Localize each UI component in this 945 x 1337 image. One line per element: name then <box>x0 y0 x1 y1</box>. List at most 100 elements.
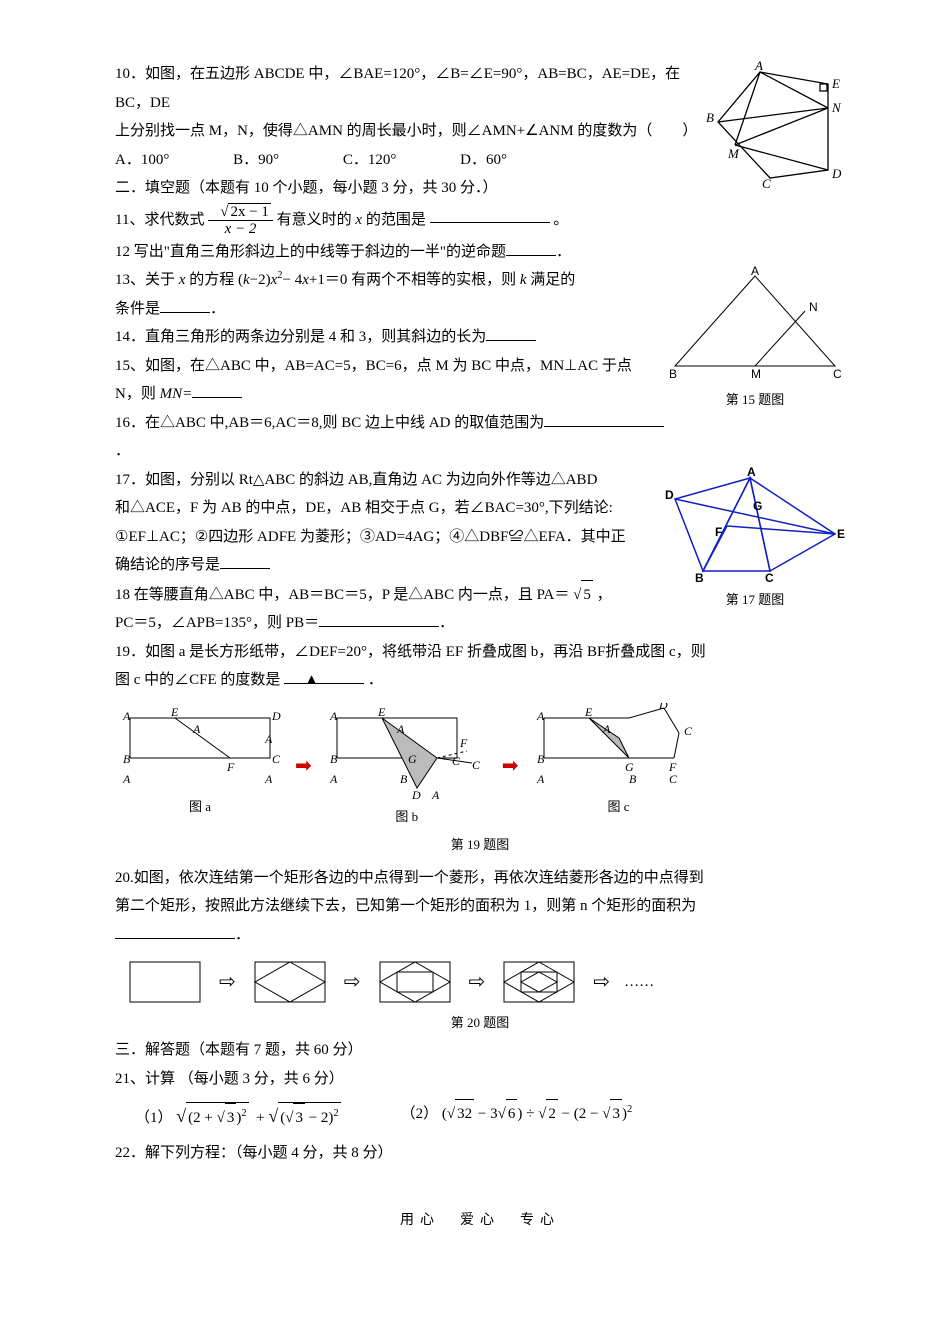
q19-l2a: 图 c 中的∠CFE 的度数是 <box>115 672 280 688</box>
svg-text:E: E <box>584 705 593 719</box>
q17-l4: 确结论的序号是 <box>115 551 665 580</box>
q20-blank <box>115 923 235 939</box>
q18-l2b: ． <box>439 615 454 631</box>
svg-text:A: A <box>264 732 273 746</box>
q10-line1: 10．如图，在五边形 ABCDE 中，∠BAE=120°，∠B=∠E=90°，A… <box>115 60 700 117</box>
svg-text:B: B <box>629 772 637 786</box>
svg-text:D: D <box>411 788 421 802</box>
svg-text:C: C <box>833 367 842 381</box>
q12-text: 12 写出"直角三角形斜边上的中线等于斜边的一半"的逆命题 <box>115 244 506 260</box>
q13-e: +1＝0 有两个不相等的实根，则 <box>309 272 520 288</box>
q14-text: 14．直角三角形的两条边分别是 4 和 3，则其斜边的长为 <box>115 329 486 345</box>
q17-l1: 17．如图，分别以 Rt△ABC 的斜边 AB,直角边 AC 为边向外作等边△A… <box>115 466 665 495</box>
fig17-svg: A D B C E F G <box>665 466 845 586</box>
q20-l2: 第二个矩形，按照此方法继续下去，已知第一个矩形的面积为 1，则第 n 个矩形的面… <box>115 892 845 921</box>
svg-text:B: B <box>400 772 408 786</box>
q19-figures: AED BFC AA AA 图 a ➡ AE BA FC GC DB AA <box>115 703 845 830</box>
svg-text:E: E <box>831 76 840 91</box>
svg-text:B: B <box>669 367 677 381</box>
svg-text:A: A <box>396 722 405 736</box>
q10-row: 10．如图，在五边形 ABCDE 中，∠BAE=120°，∠B=∠E=90°，A… <box>115 60 845 238</box>
q20-fig1 <box>125 957 205 1007</box>
q18-l1a: 18 在等腰直角△ABC 中，AB＝BC＝5，P 是△ABC 内一点，且 PA＝ <box>115 587 573 603</box>
q19-l1: 19．如图 a 是长方形纸带，∠DEF=20°，将纸带沿 EF 折叠成图 b，再… <box>115 638 845 667</box>
svg-text:C: C <box>762 176 771 190</box>
q13-blank <box>160 297 210 313</box>
svg-text:F: F <box>226 760 235 774</box>
q13-f: 满足的 <box>527 272 576 288</box>
q19c-svg: AE DC BA GF AC B <box>529 703 709 793</box>
q13: 13、关于 x 的方程 (k−2)x2− 4x+1＝0 有两个不相等的实根，则 … <box>115 266 665 295</box>
q11-numerator: 2x − 1 <box>228 203 270 221</box>
q19-fig-a: AED BFC AA AA 图 a <box>115 703 285 820</box>
svg-text:M: M <box>751 367 761 381</box>
q18-sqrt5: 5 <box>581 580 593 610</box>
q19a-svg: AED BFC AA AA <box>115 703 285 793</box>
q10-opt-c: C．120° <box>343 146 397 175</box>
q16-blank <box>544 411 664 427</box>
q11-suffix: 的范围是 <box>362 211 426 227</box>
q13-a: 13、关于 <box>115 272 179 288</box>
q21-p1-label: （1） <box>135 1110 173 1126</box>
svg-text:E: E <box>377 705 386 719</box>
q16-text: 16．在△ABC 中,AB＝6,AC＝8,则 BC 边上中线 AD 的取值范围为 <box>115 415 544 431</box>
svg-text:D: D <box>831 166 842 181</box>
q22: 22．解下列方程：（每小题 4 分，共 8 分） <box>115 1139 845 1168</box>
q19b-svg: AE BA FC GC DB AA <box>322 703 492 803</box>
fig10: A E N D C M B <box>700 60 845 190</box>
q12: 12 写出"直角三角形斜边上的中线等于斜边的一半"的逆命题． <box>115 238 845 267</box>
svg-text:G: G <box>408 752 417 766</box>
q14: 14．直角三角形的两条边分别是 4 和 3，则其斜边的长为 <box>115 323 665 352</box>
q19a-caption: 图 a <box>115 795 285 820</box>
q19-l2b: ． <box>368 672 383 688</box>
q18-blank <box>319 611 439 627</box>
q18-l2: PC＝5，∠APB=135°，则 PB＝． <box>115 609 665 638</box>
q20-blank-line: ． <box>115 921 845 950</box>
q21-p2: （2） (√32 − 3√6) ÷ √2 − (2 − √3)2 <box>401 1099 633 1133</box>
section2-heading: 二．填空题（本题有 10 个小题，每小题 3 分，共 30 分．） <box>115 174 700 203</box>
fig17-caption: 第 17 题图 <box>665 588 845 613</box>
page-footer: 用心 爱心 专心 <box>115 1208 845 1235</box>
q20-fig2 <box>250 957 330 1007</box>
svg-text:G: G <box>753 499 762 513</box>
svg-text:A: A <box>754 60 763 73</box>
q20-dots: …… <box>624 968 654 997</box>
svg-text:E: E <box>170 705 179 719</box>
svg-text:A: A <box>264 772 273 786</box>
q13-x1: x <box>302 272 309 288</box>
q19-l2: 图 c 中的∠CFE 的度数是 ▲ ． <box>115 666 845 695</box>
arrow-icon: ➡ <box>295 747 312 785</box>
section3-heading: 三．解答题（本题有 7 题，共 60 分） <box>115 1036 845 1065</box>
svg-text:A: A <box>747 466 756 479</box>
arrow-icon: ⇨ <box>219 963 236 1001</box>
q16: 16．在△ABC 中,AB＝6,AC＝8,则 BC 边上中线 AD 的取值范围为… <box>115 409 665 466</box>
q13-d: − 4 <box>283 272 303 288</box>
q18-l1b: ， <box>597 587 612 603</box>
svg-text:A: A <box>536 772 545 786</box>
arrow-icon: ⇨ <box>469 963 486 1001</box>
svg-text:M: M <box>727 146 740 161</box>
svg-text:A: A <box>122 772 131 786</box>
svg-text:E: E <box>837 527 845 541</box>
svg-text:A: A <box>602 722 611 736</box>
q21-head: 21、计算 （每小题 3 分，共 6 分） <box>115 1065 845 1094</box>
q13-c: −2) <box>250 272 271 288</box>
svg-text:F: F <box>715 525 722 539</box>
q10-opt-a: A．100° <box>115 146 169 175</box>
q19-triangle-mark: ▲ <box>304 666 319 695</box>
q17-18-text: 17．如图，分别以 Rt△ABC 的斜边 AB,直角边 AC 为边向外作等边△A… <box>115 466 665 638</box>
q13-b: 的方程 ( <box>185 272 243 288</box>
q10-opt-d: D．60° <box>460 146 507 175</box>
q21-problems: （1） √(2 + √3)2 + √(√3 − 2)2 （2） (√32 − 3… <box>115 1099 845 1133</box>
q15-l2b: MN= <box>160 386 193 402</box>
q10-text: 10．如图，在五边形 ABCDE 中，∠BAE=120°，∠B=∠E=90°，A… <box>115 60 700 238</box>
svg-text:A: A <box>751 266 759 278</box>
svg-text:C: C <box>669 772 678 786</box>
svg-text:C: C <box>765 571 774 585</box>
q11-prefix: 11、求代数式 <box>115 211 204 227</box>
q19-fig-b: AE BA FC GC DB AA 图 b <box>322 703 492 830</box>
q11-end: 。 <box>553 211 568 227</box>
q11-denominator: x − 2 <box>208 221 273 238</box>
svg-text:N: N <box>809 300 818 314</box>
q18-l1: 18 在等腰直角△ABC 中，AB＝BC＝5，P 是△ABC 内一点，且 PA＝… <box>115 580 665 610</box>
